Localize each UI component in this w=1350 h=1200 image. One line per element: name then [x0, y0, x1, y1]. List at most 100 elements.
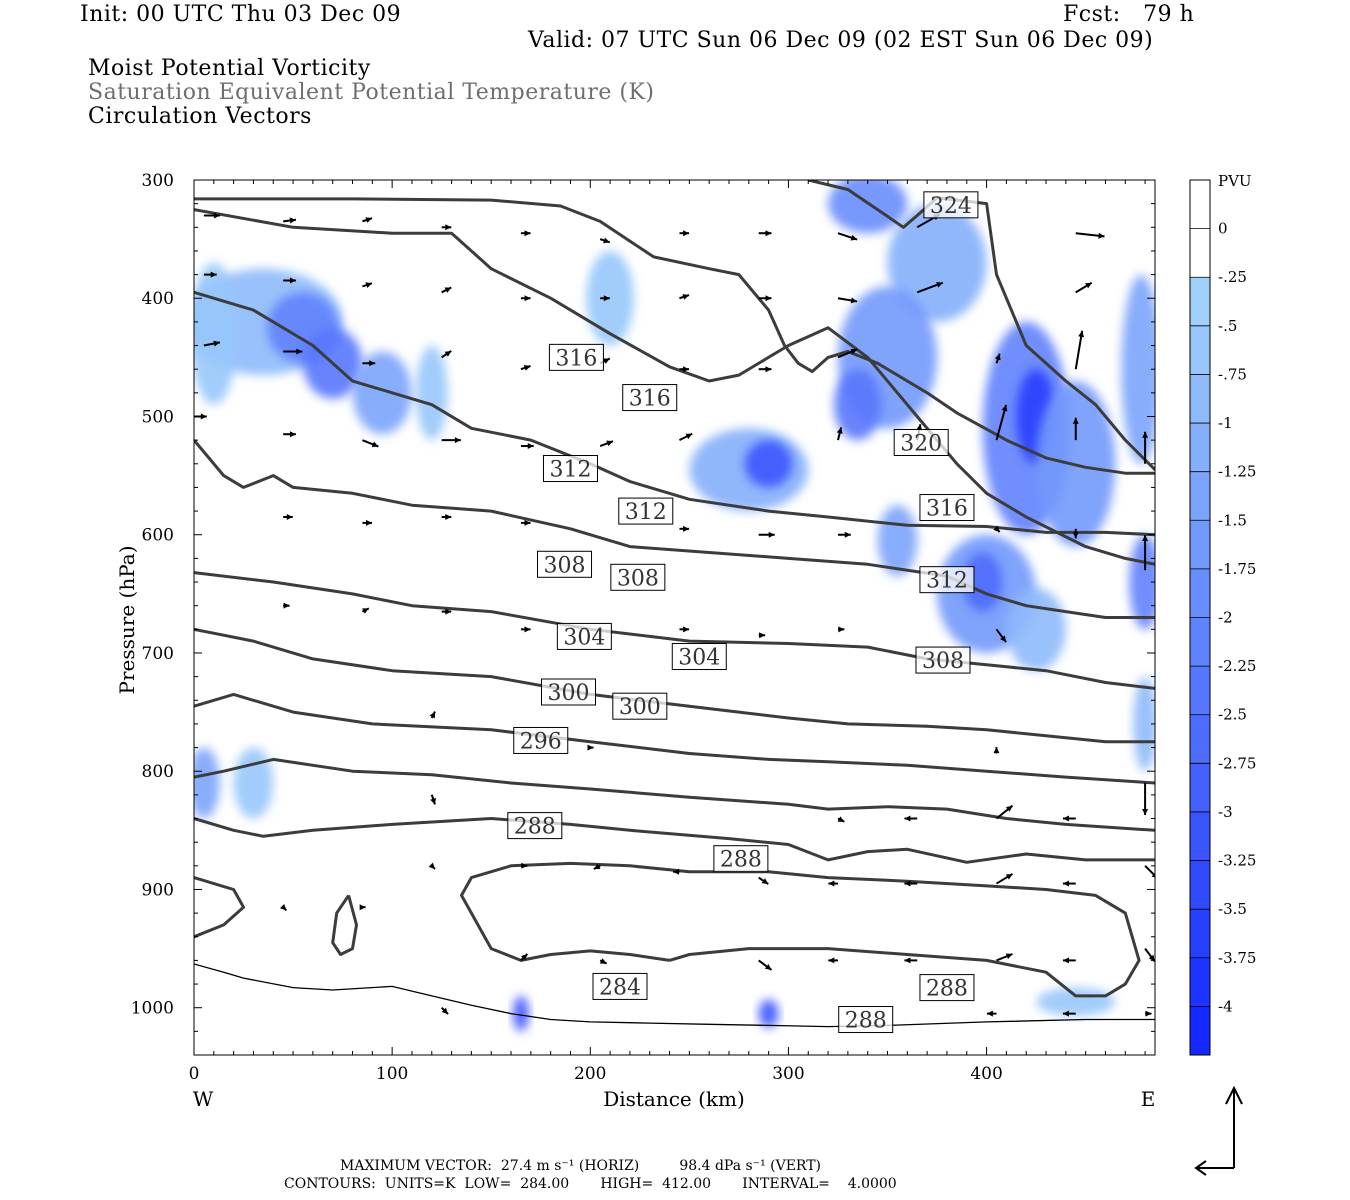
vector-head [994, 353, 1001, 361]
vector-head [441, 1007, 449, 1015]
vector-head [527, 443, 534, 450]
colorbar-segment [1190, 763, 1210, 812]
colorbar-label: -3 [1218, 803, 1233, 821]
x-tick-label: 200 [574, 1064, 606, 1084]
pv-region [233, 747, 274, 819]
vector-head [1062, 957, 1069, 964]
circulation-vector [1072, 528, 1079, 539]
pv-region [834, 369, 882, 441]
circulation-vector [1062, 1010, 1076, 1017]
circulation-vector [679, 294, 690, 300]
circulation-vector [520, 365, 531, 371]
vector-head [904, 880, 911, 887]
contour-label-text: 316 [555, 346, 597, 371]
circulation-vector [904, 880, 918, 887]
contour-label-box [610, 563, 666, 591]
circulation-vector [758, 531, 775, 538]
y-axis-label: Pressure (hPa) [115, 546, 139, 695]
vector-head [828, 957, 835, 964]
theta-es-contour [194, 208, 1155, 566]
circulation-vector [283, 217, 297, 224]
circulation-vector [203, 271, 217, 278]
vector-head [445, 224, 452, 231]
vector-shaft [995, 404, 1008, 441]
field-title-vectors: Circulation Vectors [88, 104, 312, 129]
vector-head [916, 424, 923, 431]
contour-label-box [618, 497, 674, 525]
contour-label: 304 [556, 622, 612, 650]
colorbar-segment [1190, 957, 1210, 1007]
circulation-vector [520, 443, 534, 450]
vector-head [369, 360, 376, 367]
vector-head [838, 626, 845, 633]
circulation-vector [441, 224, 452, 231]
vector-head [429, 711, 435, 719]
vector-head [603, 295, 610, 302]
vector-head [359, 904, 366, 911]
vector-head [520, 954, 528, 961]
circulation-vector [758, 230, 772, 237]
vector-head [524, 230, 531, 237]
contour-label-box [919, 974, 975, 1002]
colorbar-segment [1190, 520, 1210, 569]
vector-head [1151, 873, 1155, 878]
circulation-vector [441, 350, 452, 359]
colorbar-segment [1190, 374, 1210, 424]
circulation-vector [679, 366, 690, 373]
vector-head [837, 816, 845, 822]
vector-head [444, 287, 452, 293]
contour-label-text: 300 [619, 695, 661, 720]
circulation-vector [758, 295, 772, 302]
vector-head [1142, 809, 1149, 816]
vector-head [1148, 954, 1155, 962]
circulation-vector [1062, 957, 1076, 964]
contour-label-box [556, 622, 612, 650]
contour-label-box [893, 429, 949, 456]
valid-time: Valid: 07 UTC Sun 06 Dec 09 (02 EST Sun … [528, 28, 1154, 53]
contour-label: 316 [622, 384, 678, 412]
circulation-vector [1144, 947, 1155, 962]
circulation-vector [587, 744, 594, 751]
y-tick-label: 500 [142, 407, 174, 427]
contour-label-box [713, 845, 769, 873]
contour-label-text: 288 [720, 848, 762, 873]
colorbar-segment [1190, 860, 1210, 910]
vector-head [371, 441, 379, 448]
circulation-vector [203, 340, 221, 347]
circulation-vector [993, 525, 1001, 533]
circulation-vector [995, 404, 1008, 441]
contour-label: 288 [919, 974, 975, 1002]
circulation-vector [593, 863, 601, 870]
pv-region [194, 747, 220, 819]
circulation-vector [520, 862, 528, 869]
contour-label-text: 320 [900, 432, 942, 457]
vector-head [765, 366, 772, 373]
circulation-vector [203, 212, 220, 219]
pv-region [586, 250, 634, 346]
circulation-vector [996, 953, 1013, 962]
colorbar-segment [1190, 180, 1210, 229]
contour-label: 304 [671, 643, 727, 671]
circulation-vector [679, 525, 690, 532]
contour-labels: 324 316 316 320 316 312 312 312 308 308 308 304 304 3… [507, 191, 979, 1034]
colorbar-label: -2 [1218, 609, 1233, 627]
theta-es-contour [194, 197, 1155, 475]
vector-head [286, 513, 293, 520]
contour-label-box [838, 1006, 894, 1034]
circulation-vector [283, 513, 293, 520]
contour-label: 312 [919, 566, 975, 594]
vector-head [1098, 232, 1105, 239]
colorbar-segment [1190, 325, 1210, 375]
circulation-vector [1062, 815, 1076, 822]
circulation-vector [520, 953, 529, 962]
contour-label-text: 312 [926, 569, 968, 594]
vector-head [759, 632, 766, 639]
vector-head [1142, 431, 1149, 438]
circulation-vector [904, 815, 918, 822]
vector-head [523, 365, 531, 371]
vector-head [593, 863, 601, 870]
theta-es-contour [194, 692, 1155, 785]
y-tick-label: 1000 [131, 999, 174, 1019]
colorbar-label: 0 [1218, 220, 1228, 238]
contour-label-text: 304 [563, 625, 605, 650]
